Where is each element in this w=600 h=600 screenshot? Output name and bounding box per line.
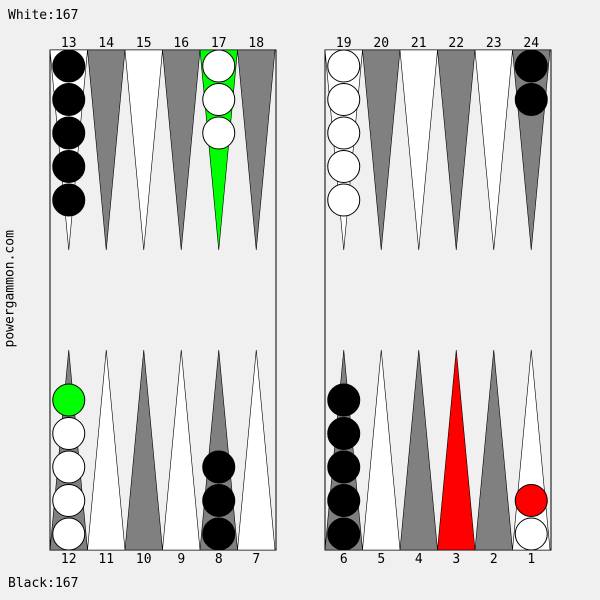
point-label-5: 5 [377,552,385,567]
point-label-13: 13 [61,36,77,51]
point-label-1: 1 [527,552,535,567]
point-label-9: 9 [177,552,185,567]
point-label-23: 23 [486,36,502,51]
point-label-11: 11 [98,552,114,567]
point-16[interactable] [162,49,201,251]
point-label-12: 12 [61,552,77,567]
black-checker[interactable] [202,450,236,484]
point-label-14: 14 [98,36,114,51]
point-7[interactable] [237,349,276,551]
point-label-16: 16 [173,36,189,51]
white-checker[interactable] [52,484,86,517]
point-label-4: 4 [415,552,423,567]
point-label-6: 6 [340,552,348,567]
point-9[interactable] [162,349,201,551]
green-move-marker[interactable] [52,383,86,417]
white-checker[interactable] [52,417,86,450]
white-checker[interactable] [327,116,361,150]
point-label-10: 10 [136,552,152,567]
point-label-15: 15 [136,36,152,51]
point-label-17: 17 [211,36,227,51]
point-label-22: 22 [448,36,464,51]
black-checker[interactable] [514,83,548,116]
white-score: White:167 [8,8,79,23]
point-11[interactable] [87,349,126,551]
black-checker[interactable] [202,517,236,551]
white-checker[interactable] [202,83,236,116]
white-checker[interactable] [327,183,361,217]
point-22[interactable] [437,49,476,251]
point-label-20: 20 [373,36,389,51]
white-checker[interactable] [327,49,361,83]
black-checker[interactable] [52,49,86,83]
point-15[interactable] [124,49,163,251]
black-checker[interactable] [202,484,236,517]
black-checker[interactable] [327,517,361,551]
black-checker[interactable] [52,183,86,217]
white-checker[interactable] [52,450,86,484]
white-checker[interactable] [52,517,86,551]
left-half [49,49,277,551]
point-label-2: 2 [490,552,498,567]
point-label-19: 19 [336,36,352,51]
point-20[interactable] [362,49,401,251]
white-checker[interactable] [202,116,236,150]
point-23[interactable] [474,49,513,251]
white-checker[interactable] [327,150,361,183]
white-checker[interactable] [202,49,236,83]
black-checker[interactable] [52,116,86,150]
right-half [324,49,552,551]
black-checker[interactable] [52,83,86,116]
point-5[interactable] [362,349,401,551]
black-score: Black:167 [8,576,79,591]
point-label-3: 3 [452,552,460,567]
white-checker[interactable] [327,83,361,116]
point-14[interactable] [87,49,126,251]
point-21[interactable] [399,49,438,251]
point-3[interactable] [437,349,476,551]
point-label-7: 7 [252,552,260,567]
point-2[interactable] [474,349,513,551]
black-checker[interactable] [327,484,361,517]
point-label-8: 8 [215,552,223,567]
point-label-21: 21 [411,36,427,51]
black-checker[interactable] [52,150,86,183]
point-10[interactable] [124,349,163,551]
point-label-24: 24 [523,36,539,51]
point-label-18: 18 [248,36,264,51]
red-move-marker[interactable] [514,484,548,517]
black-checker[interactable] [327,417,361,450]
white-checker[interactable] [514,517,548,551]
black-checker[interactable] [327,450,361,484]
point-18[interactable] [237,49,276,251]
point-4[interactable] [399,349,438,551]
black-checker[interactable] [327,383,361,417]
black-checker[interactable] [514,49,548,83]
